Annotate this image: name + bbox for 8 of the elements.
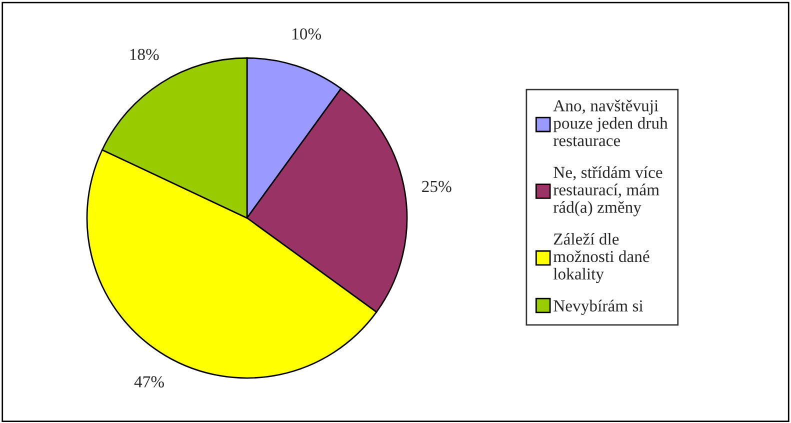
legend-label: Nevybírám si bbox=[554, 300, 644, 315]
data-label: 10% bbox=[292, 28, 322, 40]
data-label: 18% bbox=[130, 48, 159, 60]
legend-label: Ano, navštěvuji pouze jeden druh restaurace bbox=[553, 100, 668, 146]
data-label: 47% bbox=[134, 376, 164, 388]
legend-label: Ne, střídám více restaurací, mám rád(a) změny bbox=[553, 166, 662, 216]
legend-label: Záleží dle možnosti dané lokality bbox=[553, 232, 650, 284]
data-label: 25% bbox=[422, 180, 452, 192]
